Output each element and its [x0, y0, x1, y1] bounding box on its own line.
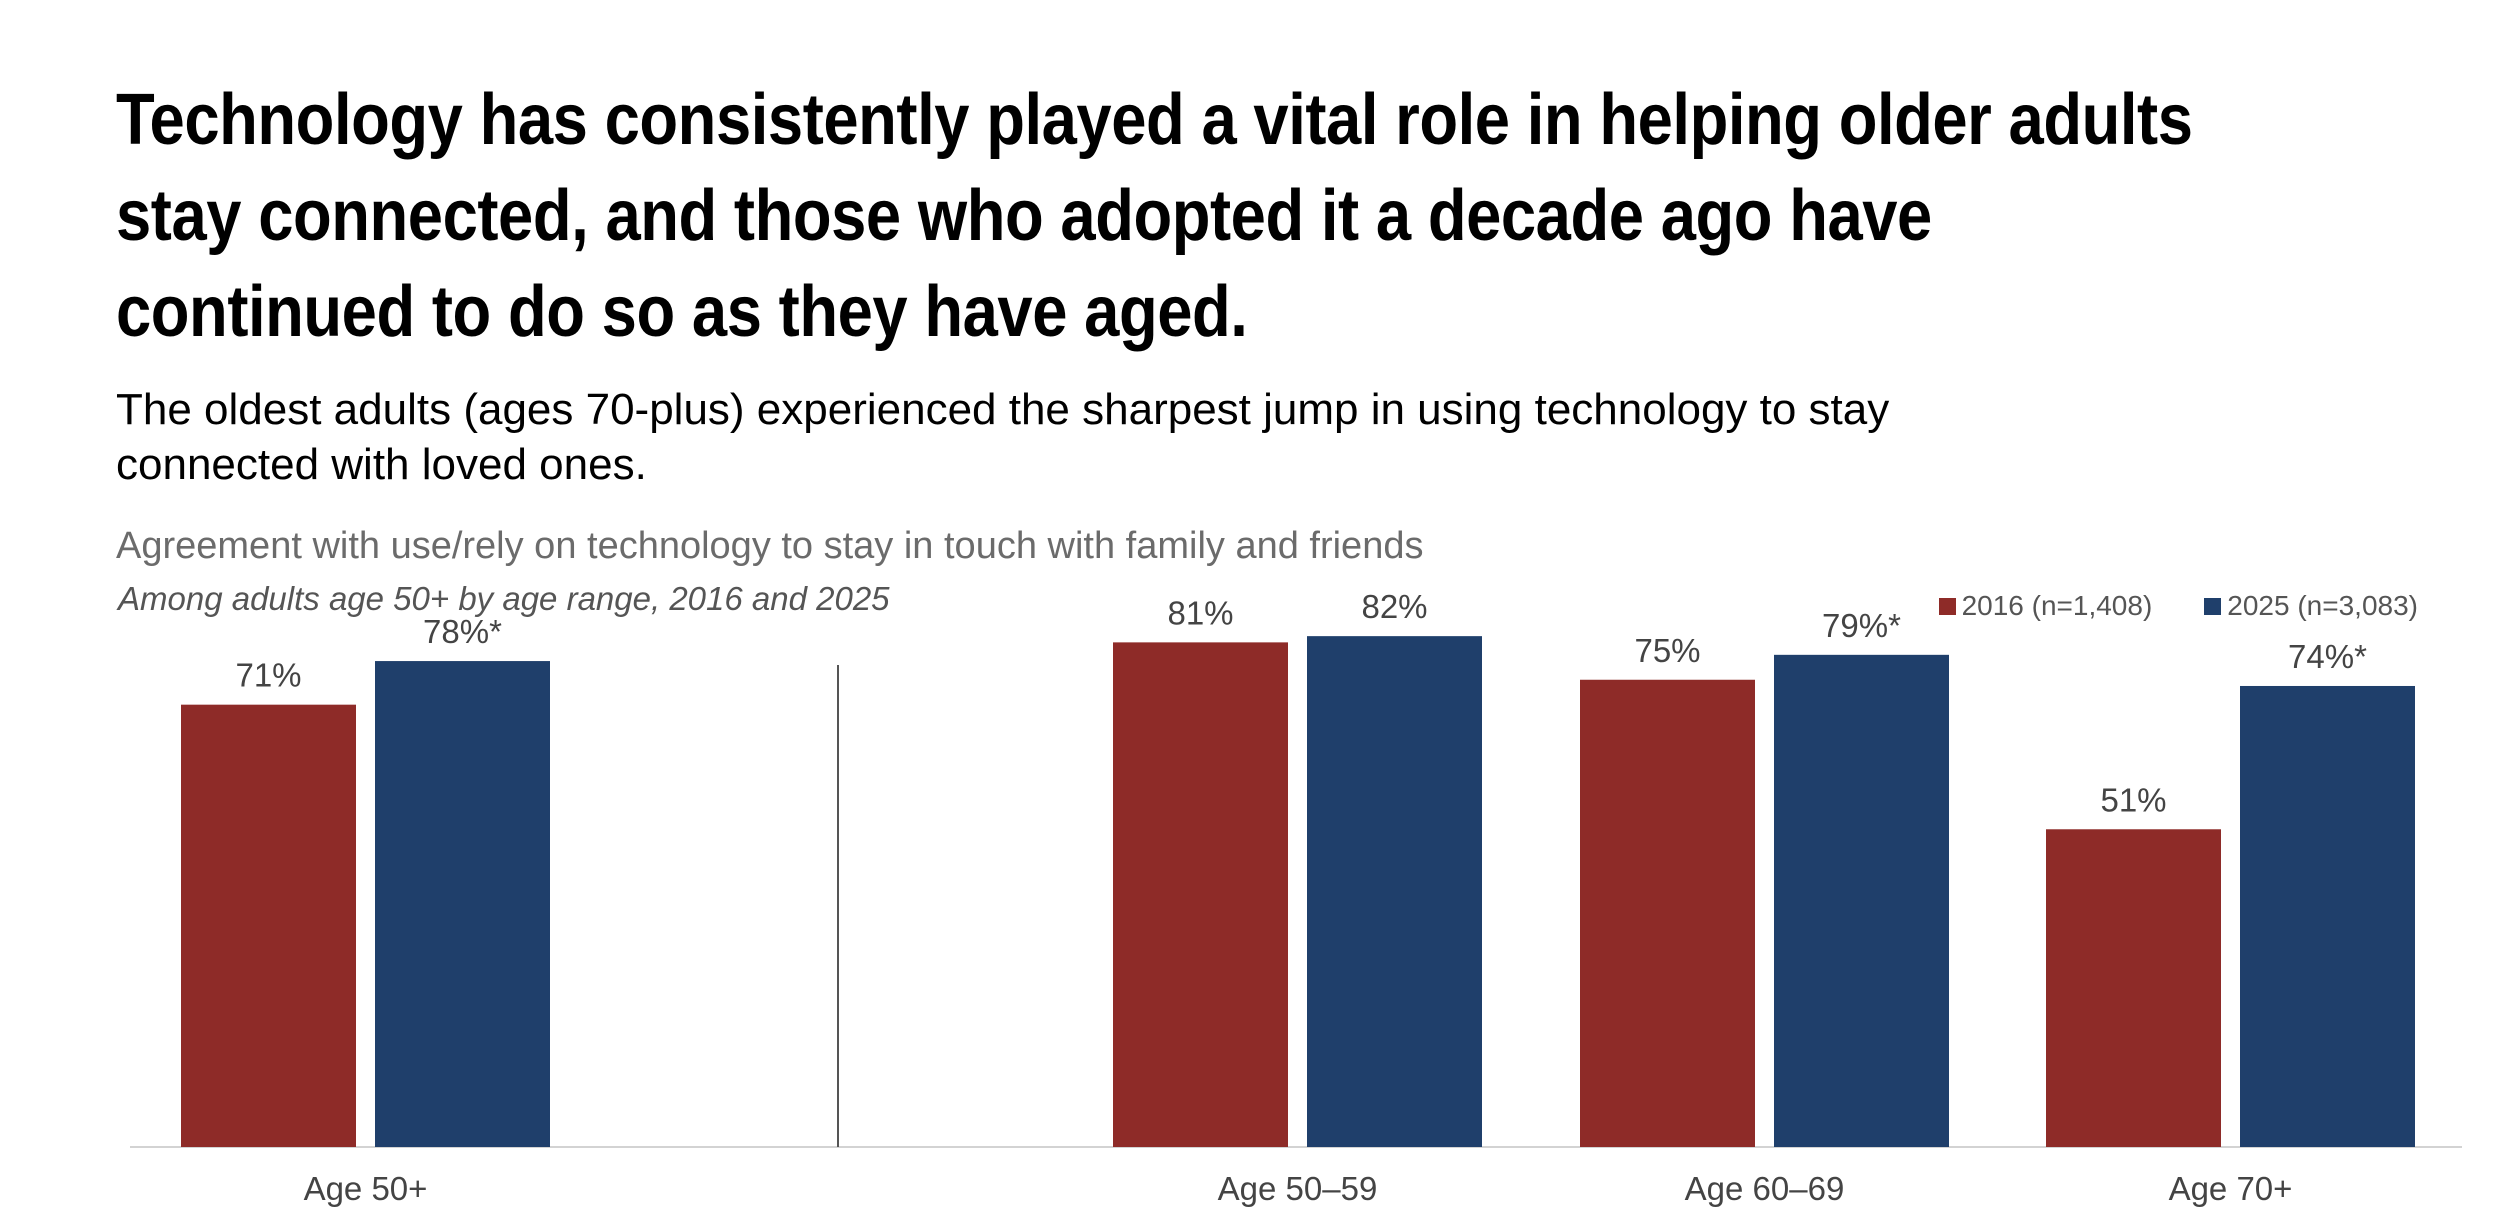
data-label-2025-age-60-69: 79%* — [1822, 607, 1901, 644]
data-label-2025-age-70: 74%* — [2288, 638, 2367, 675]
legend-label-2025: 2025 (n=3,083) — [2227, 590, 2418, 621]
x-tick-label-age-60-69: Age 60–69 — [1685, 1170, 1845, 1207]
x-tick-label-age-70: Age 70+ — [2169, 1170, 2293, 1207]
bar-2025-age-50-59 — [1307, 636, 1482, 1147]
data-label-2025-age-50: 78%* — [423, 613, 502, 650]
legend-swatch-2016 — [1938, 597, 1956, 615]
chart-subtitle: Among adults age 50+ by age range, 2016 … — [118, 580, 890, 617]
legend-swatch-2025 — [2204, 597, 2222, 615]
bar-2016-age-50-59 — [1113, 642, 1288, 1147]
bar-2016-age-50 — [181, 704, 356, 1147]
bar-2025-age-70 — [2240, 685, 2415, 1147]
data-label-2016-age-50: 71% — [235, 657, 301, 694]
data-label-2016-age-70: 51% — [2100, 781, 2166, 818]
x-tick-label-age-50-59: Age 50–59 — [1218, 1170, 1378, 1207]
bar-2016-age-70 — [2046, 829, 2221, 1147]
bar-2025-age-50 — [375, 661, 550, 1147]
chart-title: Agreement with use/rely on technology to… — [116, 525, 1424, 567]
subheadline: The oldest adults (ages 70-plus) experie… — [116, 385, 1890, 489]
legend-label-2016: 2016 (n=1,408) — [1961, 590, 2153, 621]
bar-2016-age-60-69 — [1580, 679, 1755, 1147]
bar-2025-age-60-69 — [1774, 654, 1949, 1147]
data-label-2016-age-60-69: 75% — [1634, 632, 1700, 669]
legend-item-2025: 2025 (n=3,083) — [2204, 590, 2418, 622]
data-label-2025-age-50-59: 82% — [1361, 588, 1427, 625]
data-label-2016-age-50-59: 81% — [1167, 594, 1233, 631]
x-tick-label-age-50: Age 50+ — [304, 1170, 428, 1207]
headline: Technology has consistently played a vit… — [116, 80, 2193, 352]
legend-item-2016: 2016 (n=1,408) — [1938, 590, 2153, 622]
legend: 2016 (n=1,408) 2025 (n=3,083) — [1938, 590, 2418, 622]
